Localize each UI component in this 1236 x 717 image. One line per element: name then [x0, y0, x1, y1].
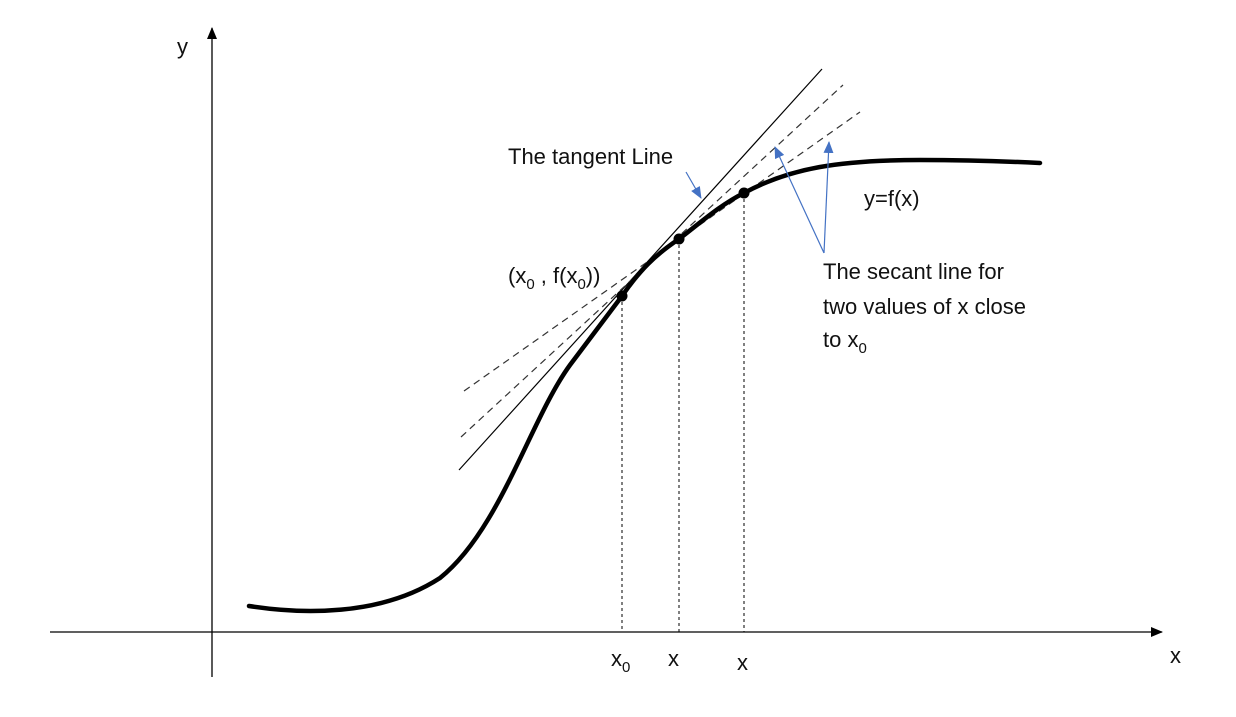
point-x2: [738, 187, 750, 199]
secant-arrow-left: [774, 146, 825, 254]
point-label-sub: 0: [526, 276, 534, 293]
secant-line-near: [460, 84, 844, 438]
point-label-open: (x: [508, 263, 526, 288]
tangent-arrow: [685, 171, 702, 199]
point-x0: [616, 290, 628, 302]
secant-label-line-3: to x0: [823, 327, 867, 357]
secant-label-last: to x: [823, 327, 858, 352]
secant-label-sub: 0: [858, 340, 866, 357]
secant-arrow-right: [823, 141, 834, 254]
y-axis-label: y: [177, 34, 188, 59]
function-curve: [246, 157, 1043, 614]
tangent-label: The tangent Line: [508, 144, 673, 169]
curve-label: y=f(x): [864, 186, 920, 211]
point-label-close: )): [586, 263, 601, 288]
tick-label-x1: x: [668, 646, 679, 671]
point-x1: [673, 233, 685, 245]
point-label-sub2: 0: [577, 276, 585, 293]
secant-label-line-1: The secant line for: [823, 259, 1004, 284]
point-label-mid: , f(x: [535, 263, 578, 288]
tick-x0-text: x: [611, 646, 622, 671]
tick-label-x0: x0: [611, 646, 630, 676]
tick-x0-sub: 0: [622, 659, 630, 676]
tick-label-x2: x: [737, 650, 748, 675]
x-axis-label: x: [1170, 643, 1181, 668]
secant-label-line-2: two values of x close: [823, 294, 1026, 319]
point-label: (x0 , f(x0)): [508, 263, 600, 293]
